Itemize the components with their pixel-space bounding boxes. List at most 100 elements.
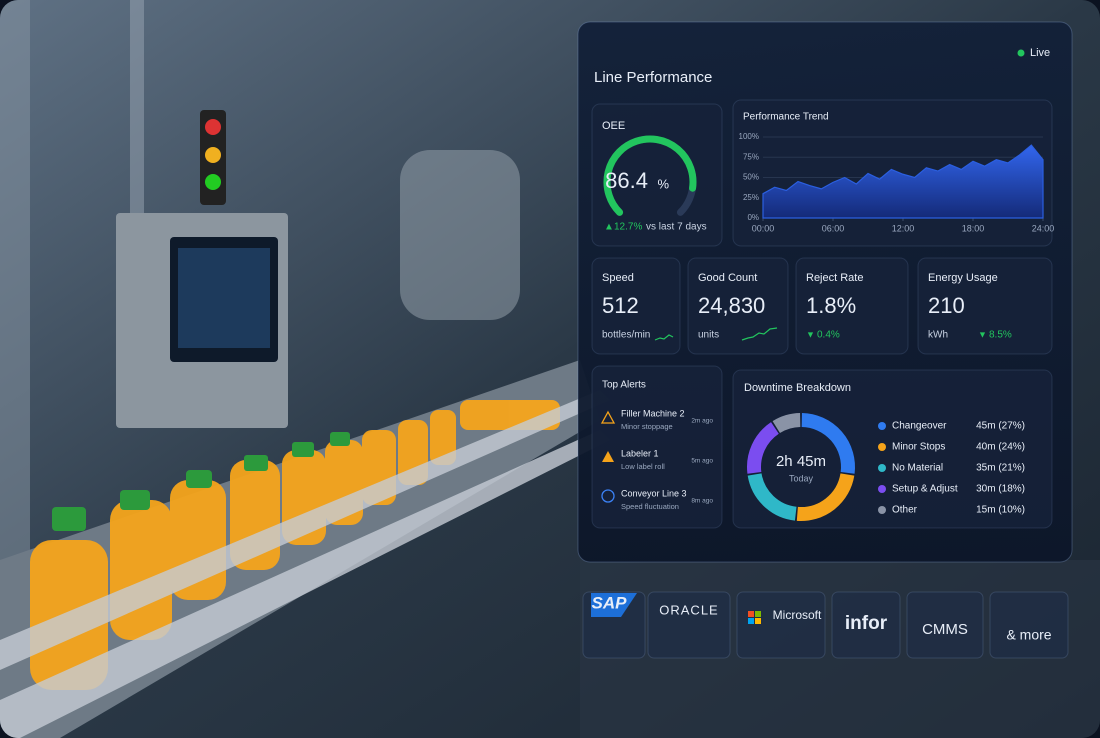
donut-segment bbox=[772, 413, 801, 434]
y-tick-label: 100% bbox=[739, 132, 759, 141]
donut-segment bbox=[796, 473, 855, 521]
legend-value: 30m (18%) bbox=[976, 484, 1025, 495]
legend-dot bbox=[878, 464, 886, 472]
alert-title: Labeler 1 bbox=[621, 448, 659, 458]
alerts-title: Top Alerts bbox=[602, 380, 646, 391]
y-tick-label: 0% bbox=[747, 213, 759, 222]
live-status: Live bbox=[1030, 47, 1050, 59]
metric-card bbox=[917, 257, 1053, 355]
logo: SAP bbox=[592, 593, 628, 612]
metric-arrow: ▼ bbox=[806, 329, 815, 339]
metric-card bbox=[687, 257, 789, 355]
x-tick-label: 06:00 bbox=[822, 223, 845, 233]
alert-time: 2m ago bbox=[691, 418, 713, 425]
oee-delta-text: vs last 7 days bbox=[646, 222, 707, 233]
legend-label: Changeover bbox=[892, 421, 947, 432]
trend-title: Performance Trend bbox=[743, 112, 829, 123]
metric-unit: bottles/min bbox=[602, 330, 650, 341]
y-tick-label: 50% bbox=[743, 173, 759, 182]
logo: ORACLE bbox=[659, 602, 718, 617]
donut-segment bbox=[801, 413, 855, 474]
legend-value: 40m (24%) bbox=[976, 442, 1025, 453]
legend-dot bbox=[878, 443, 886, 451]
legend-value: 15m (10%) bbox=[976, 505, 1025, 516]
legend-value: 45m (27%) bbox=[976, 421, 1025, 432]
downtime-card bbox=[732, 369, 1053, 529]
sparkline bbox=[654, 334, 674, 341]
alerts: Filler Machine 2 Minor stoppage 2m ago Labe… bbox=[621, 408, 713, 511]
donut-segment bbox=[747, 422, 780, 474]
logo-tile bbox=[736, 591, 826, 659]
metric-label: Reject Rate bbox=[806, 272, 863, 284]
logo: Microsoft bbox=[773, 608, 822, 622]
x-tick-label: 24:00 bbox=[1032, 223, 1055, 233]
trend-chart: 0% 25% 50% 75% 100% 00:00 06:00 12:00 18:00 24:00 bbox=[739, 132, 1055, 233]
info-icon bbox=[601, 489, 615, 503]
alert-time: 8m ago bbox=[691, 498, 713, 505]
y-tick-label: 75% bbox=[743, 152, 759, 161]
metric-value: 1.8% bbox=[806, 293, 856, 318]
alert-detail: Low label roll bbox=[621, 462, 665, 471]
metric-value: 210 bbox=[928, 293, 965, 318]
logo-tile bbox=[647, 591, 731, 659]
legend-label: Setup & Adjust bbox=[892, 484, 958, 495]
oee-arrow: ▲ bbox=[604, 222, 614, 233]
metric-card bbox=[591, 257, 681, 355]
logo-tile bbox=[831, 591, 901, 659]
alert-time: 5m ago bbox=[691, 458, 713, 465]
integrations: SAP ORACLE Microsoft infor CMMS & more bbox=[582, 591, 1069, 659]
legend-label: No Material bbox=[892, 463, 943, 474]
panel-title: Line Performance bbox=[594, 69, 712, 86]
legend-dot bbox=[878, 422, 886, 430]
oee-unit: % bbox=[657, 176, 669, 191]
sparkline bbox=[741, 327, 778, 341]
live-dot bbox=[1017, 49, 1025, 57]
donut: Changeover 45m (27%) Minor Stops 40m (24%) N… bbox=[747, 413, 1025, 521]
legend-label: Other bbox=[892, 505, 918, 516]
downtime-title: Downtime Breakdown bbox=[744, 382, 851, 394]
x-tick-label: 18:00 bbox=[962, 223, 985, 233]
logo-tile bbox=[989, 591, 1069, 659]
x-tick-label: 00:00 bbox=[752, 223, 775, 233]
metrics: Speed 512 bottles/min Good Count 24,830 units… bbox=[591, 257, 1053, 355]
donut-segment bbox=[747, 473, 797, 521]
legend-dot bbox=[878, 485, 886, 493]
metric-value: 512 bbox=[602, 293, 639, 318]
metric-unit: kWh bbox=[928, 330, 948, 341]
metric-card bbox=[795, 257, 909, 355]
alert-detail: Speed fluctuation bbox=[621, 502, 679, 511]
warning-icon bbox=[600, 410, 616, 424]
oee-label: OEE bbox=[602, 120, 625, 132]
oee-delta: 12.7% bbox=[614, 222, 642, 233]
oee-value: 86.4 bbox=[605, 168, 648, 193]
logo: CMMS bbox=[922, 621, 968, 638]
trend-area bbox=[762, 144, 1044, 219]
donut-total-label: Today bbox=[789, 473, 814, 483]
alerts-card bbox=[591, 365, 723, 529]
microsoft-icon bbox=[748, 611, 761, 624]
logo-tile bbox=[906, 591, 984, 659]
gauge-arc bbox=[603, 135, 697, 216]
x-tick-label: 12:00 bbox=[892, 223, 915, 233]
sap-badge bbox=[591, 593, 637, 617]
alert-detail: Minor stoppage bbox=[621, 422, 673, 431]
alert-title: Conveyor Line 3 bbox=[621, 488, 687, 498]
donut-total: 2h 45m bbox=[776, 453, 826, 470]
y-tick-label: 25% bbox=[743, 193, 759, 202]
metric-unit: units bbox=[698, 330, 719, 341]
metric-delta: 0.4% bbox=[817, 330, 840, 341]
metric-label: Speed bbox=[602, 272, 634, 284]
legend-dot bbox=[878, 506, 886, 514]
sparklines bbox=[654, 327, 778, 341]
metric-value: 24,830 bbox=[698, 293, 765, 318]
logo: & more bbox=[1006, 627, 1051, 643]
alert-icons bbox=[600, 410, 616, 503]
oee-card bbox=[591, 103, 723, 247]
metric-arrow: ▼ bbox=[978, 329, 987, 339]
logo: infor bbox=[845, 613, 888, 634]
legend-value: 35m (21%) bbox=[976, 463, 1025, 474]
oee-gauge bbox=[603, 135, 697, 216]
alert-title: Filler Machine 2 bbox=[621, 408, 685, 418]
metric-label: Energy Usage bbox=[928, 272, 998, 284]
